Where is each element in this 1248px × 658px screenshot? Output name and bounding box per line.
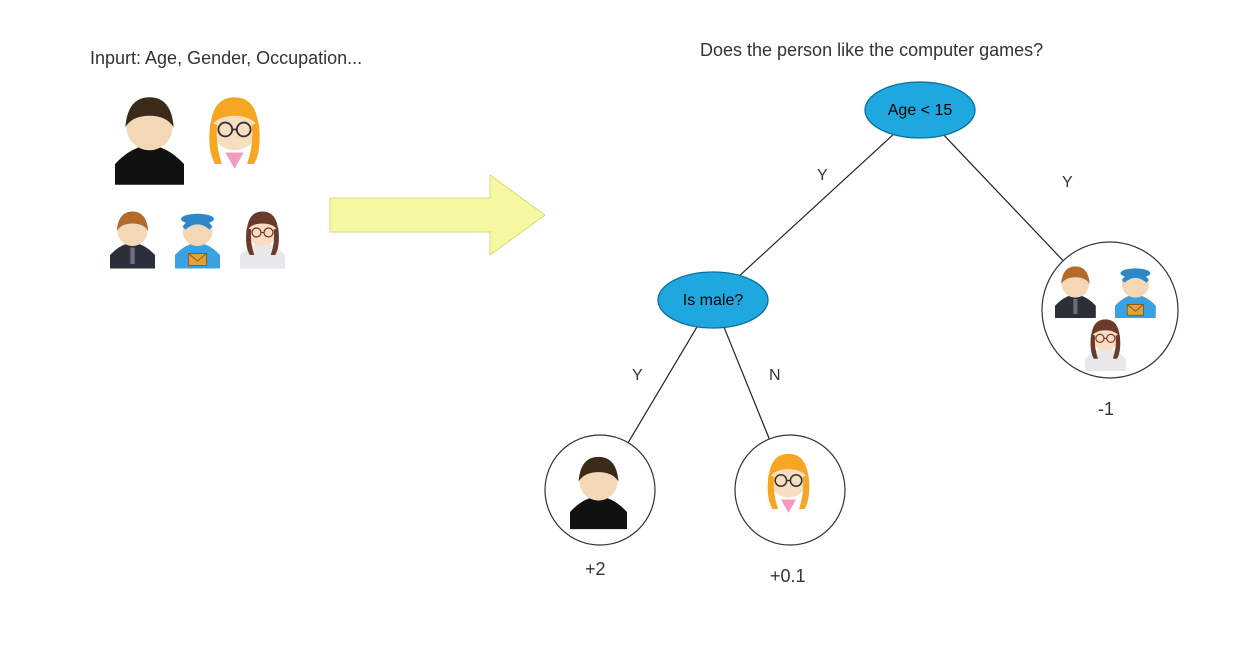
left-person-row2-1 [175,214,220,269]
decision-node-label-male: Is male? [683,292,744,309]
tree-edge-1 [944,135,1063,260]
leaf-score-leaf_plus2: +2 [585,559,606,579]
diagram-canvas: Y Y Y N Age < 15 Is male? +2 +0.1 -1 [0,0,1248,658]
left-person-row2-2 [240,212,285,269]
tree-edge-3 [724,327,769,439]
tree-edge-label-3: N [769,367,781,384]
tree-edge-label-2: Y [632,367,643,384]
tree-edge-2 [628,327,697,443]
tree-edge-label-0: Y [817,167,828,184]
left-person-row1-0 [115,97,184,184]
leaf-score-leaf_minus1: -1 [1098,399,1114,419]
left-person-row1-1 [200,97,269,184]
left-person-row2-0 [110,212,155,269]
tree-edge-label-1: Y [1062,174,1073,191]
decision-node-label-root: Age < 15 [888,102,953,119]
tree-edge-0 [740,134,894,275]
leaf-score-leaf_plus01: +0.1 [770,566,806,586]
arrow-icon [330,175,545,255]
